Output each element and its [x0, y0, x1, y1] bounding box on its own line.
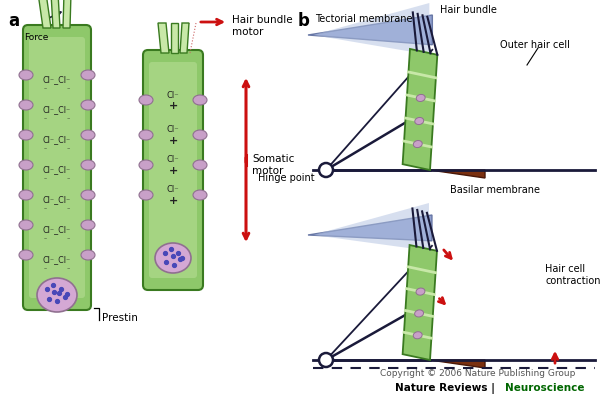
Text: +: + — [169, 101, 178, 111]
Ellipse shape — [19, 160, 33, 170]
Ellipse shape — [416, 288, 425, 295]
Text: Force: Force — [24, 34, 49, 42]
Ellipse shape — [415, 118, 424, 124]
Text: b: b — [298, 12, 310, 30]
Polygon shape — [171, 23, 178, 53]
FancyBboxPatch shape — [143, 50, 203, 290]
Ellipse shape — [413, 141, 422, 147]
Polygon shape — [313, 3, 430, 55]
Text: –          –: – – — [44, 145, 70, 151]
Text: Cl⁻_Cl⁻: Cl⁻_Cl⁻ — [43, 76, 71, 84]
Text: Cl⁻_Cl⁻: Cl⁻_Cl⁻ — [43, 196, 71, 204]
Polygon shape — [430, 360, 485, 368]
Ellipse shape — [139, 190, 153, 200]
Ellipse shape — [81, 190, 95, 200]
Text: Cl⁻_Cl⁻: Cl⁻_Cl⁻ — [43, 105, 71, 114]
Text: Hair bundle: Hair bundle — [440, 5, 497, 15]
Text: a: a — [8, 12, 19, 30]
Ellipse shape — [139, 130, 153, 140]
Ellipse shape — [416, 95, 425, 101]
Ellipse shape — [193, 160, 207, 170]
Text: Cl⁻_Cl⁻: Cl⁻_Cl⁻ — [43, 135, 71, 145]
Ellipse shape — [19, 220, 33, 230]
Text: Hair bundle
motor: Hair bundle motor — [232, 15, 293, 37]
Circle shape — [319, 353, 333, 367]
Circle shape — [319, 163, 333, 177]
Text: Hinge point: Hinge point — [259, 173, 315, 183]
Text: –          –: – – — [44, 86, 70, 90]
Polygon shape — [308, 15, 433, 45]
Polygon shape — [158, 23, 169, 53]
Polygon shape — [63, 0, 71, 28]
Text: Neuroscience: Neuroscience — [505, 383, 584, 393]
Ellipse shape — [81, 250, 95, 260]
Text: Outer hair cell: Outer hair cell — [500, 40, 570, 50]
Polygon shape — [403, 49, 437, 170]
Polygon shape — [313, 203, 429, 251]
Polygon shape — [180, 23, 189, 53]
Text: Hair cell
contraction: Hair cell contraction — [545, 264, 600, 286]
Text: –          –: – – — [44, 265, 70, 271]
Ellipse shape — [415, 310, 424, 317]
Text: Cl⁻: Cl⁻ — [167, 126, 179, 135]
Text: –          –: – – — [44, 116, 70, 120]
Ellipse shape — [193, 190, 207, 200]
Text: Cl⁻: Cl⁻ — [167, 185, 179, 194]
Text: –          –: – – — [44, 175, 70, 181]
Polygon shape — [38, 0, 51, 28]
Text: –          –: – – — [44, 206, 70, 210]
Ellipse shape — [19, 130, 33, 140]
Ellipse shape — [139, 95, 153, 105]
Text: Basilar membrane: Basilar membrane — [450, 185, 540, 195]
Text: Somatic
motor: Somatic motor — [252, 154, 295, 176]
Ellipse shape — [81, 220, 95, 230]
Text: Cl⁻: Cl⁻ — [167, 90, 179, 99]
Polygon shape — [51, 0, 60, 28]
Text: Cl⁻_Cl⁻: Cl⁻_Cl⁻ — [43, 225, 71, 234]
Text: +: + — [169, 166, 178, 176]
Ellipse shape — [413, 332, 422, 339]
Text: Cl⁻: Cl⁻ — [167, 156, 179, 164]
Polygon shape — [403, 245, 437, 360]
Polygon shape — [430, 170, 485, 178]
Polygon shape — [308, 215, 432, 241]
Ellipse shape — [81, 70, 95, 80]
Text: Nature Reviews |: Nature Reviews | — [395, 383, 499, 393]
Ellipse shape — [81, 130, 95, 140]
Ellipse shape — [155, 243, 191, 273]
Text: Copyright © 2006 Nature Publishing Group: Copyright © 2006 Nature Publishing Group — [380, 368, 575, 377]
Ellipse shape — [37, 278, 77, 312]
Ellipse shape — [19, 70, 33, 80]
FancyBboxPatch shape — [29, 37, 85, 298]
FancyBboxPatch shape — [23, 25, 91, 310]
Ellipse shape — [19, 190, 33, 200]
Ellipse shape — [139, 160, 153, 170]
Text: –          –: – – — [44, 236, 70, 240]
Text: Cl⁻_Cl⁻: Cl⁻_Cl⁻ — [43, 166, 71, 175]
Ellipse shape — [19, 100, 33, 110]
FancyBboxPatch shape — [149, 62, 197, 278]
Text: Prestin: Prestin — [102, 313, 138, 323]
Ellipse shape — [193, 130, 207, 140]
Text: Cl⁻_Cl⁻: Cl⁻_Cl⁻ — [43, 255, 71, 265]
Ellipse shape — [19, 250, 33, 260]
Ellipse shape — [81, 100, 95, 110]
Text: +: + — [169, 136, 178, 146]
Text: Tectorial membrane: Tectorial membrane — [315, 14, 413, 24]
Ellipse shape — [193, 95, 207, 105]
Ellipse shape — [81, 160, 95, 170]
Text: +: + — [169, 196, 178, 206]
